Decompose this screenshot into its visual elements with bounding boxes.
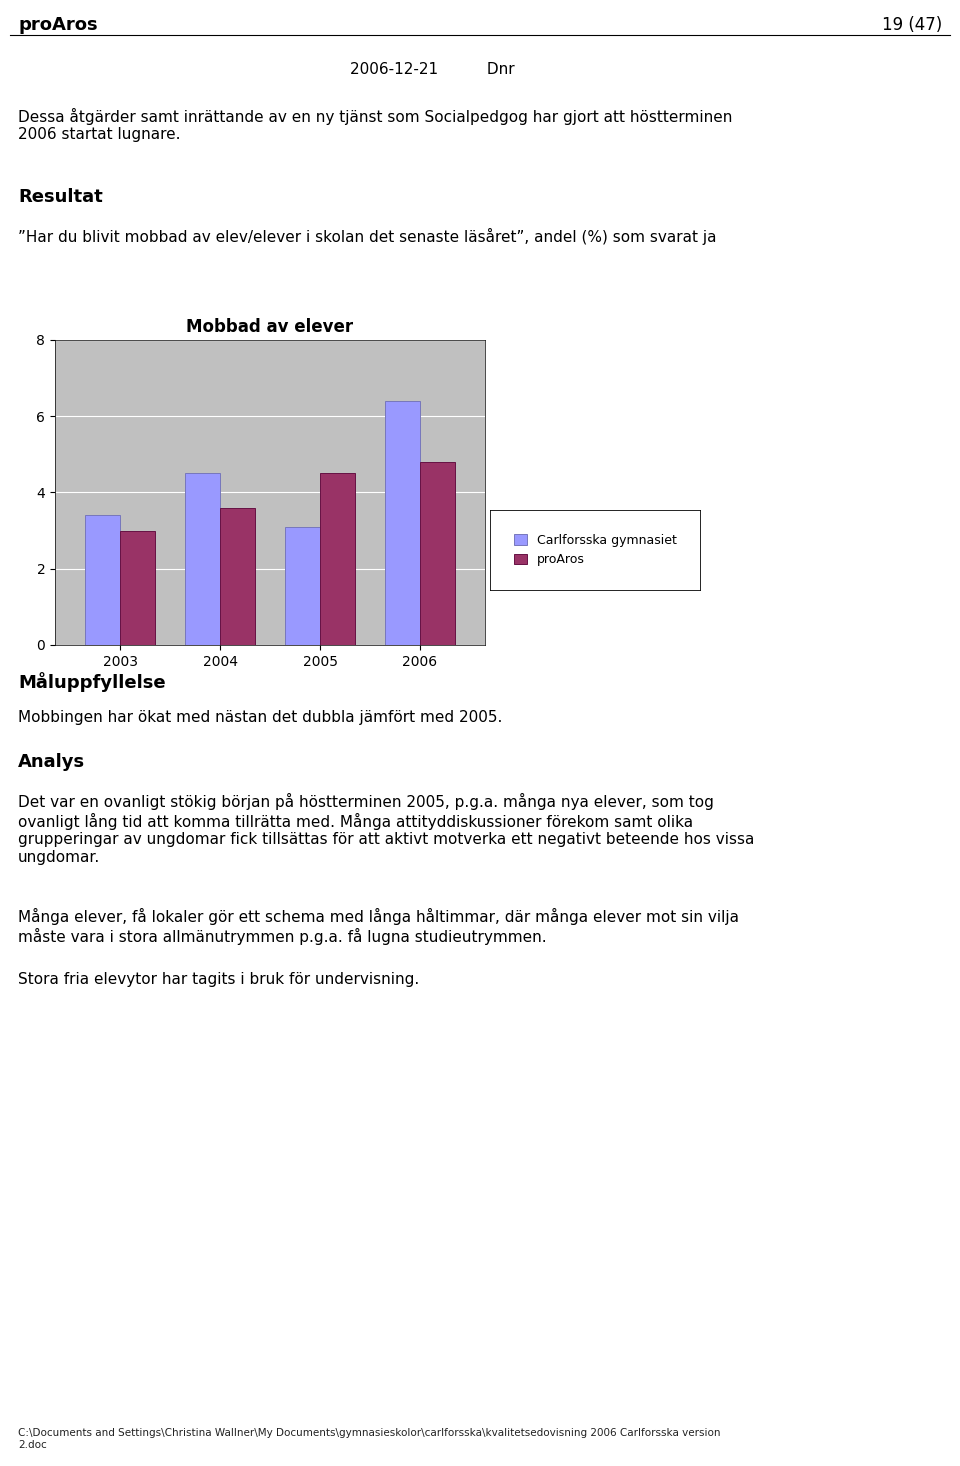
Text: Stora fria elevytor har tagits i bruk för undervisning.: Stora fria elevytor har tagits i bruk fö… — [18, 972, 420, 987]
Bar — [185, 474, 220, 645]
Bar — [320, 474, 355, 645]
Title: Mobbad av elever: Mobbad av elever — [186, 318, 353, 336]
Bar — [385, 402, 420, 645]
Text: 19 (47): 19 (47) — [881, 16, 942, 34]
Text: Analys: Analys — [18, 754, 85, 771]
Text: 2006-12-21          Dnr: 2006-12-21 Dnr — [350, 62, 515, 78]
Bar — [220, 507, 255, 645]
Text: C:\Documents and Settings\Christina Wallner\My Documents\gymnasieskolor\carlfors: C:\Documents and Settings\Christina Wall… — [18, 1428, 721, 1450]
Bar — [420, 462, 455, 645]
Text: ”Har du blivit mobbad av elev/elever i skolan det senaste läsåret”, andel (%) so: ”Har du blivit mobbad av elev/elever i s… — [18, 229, 716, 245]
Text: Det var en ovanligt stökig början på höstterminen 2005, p.g.a. många nya elever,: Det var en ovanligt stökig början på hös… — [18, 793, 755, 865]
Text: proAros: proAros — [18, 16, 98, 34]
Text: Resultat: Resultat — [18, 188, 103, 207]
Text: Måluppfyllelse: Måluppfyllelse — [18, 671, 166, 692]
Text: Många elever, få lokaler gör ett schema med långa håltimmar, där många elever mo: Många elever, få lokaler gör ett schema … — [18, 907, 739, 944]
Bar — [120, 531, 155, 645]
Text: Dessa åtgärder samt inrättande av en ny tjänst som Socialpedgog har gjort att hö: Dessa åtgärder samt inrättande av en ny … — [18, 108, 732, 142]
Bar — [85, 516, 120, 645]
Bar — [285, 526, 320, 645]
Legend: Carlforsska gymnasiet, proAros: Carlforsska gymnasiet, proAros — [507, 526, 684, 573]
Text: Mobbingen har ökat med nästan det dubbla jämfört med 2005.: Mobbingen har ökat med nästan det dubbla… — [18, 710, 502, 726]
